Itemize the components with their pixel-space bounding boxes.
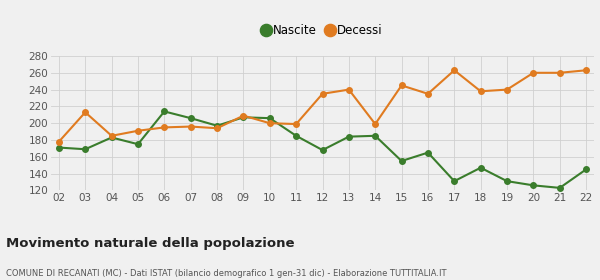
Nascite [583,168,590,171]
Decessi [556,71,563,74]
Nascite [266,116,274,120]
Decessi [583,69,590,72]
Decessi [134,129,142,132]
Nascite [187,116,194,120]
Line: Nascite: Nascite [56,109,589,191]
Nascite [161,110,168,113]
Text: COMUNE DI RECANATI (MC) - Dati ISTAT (bilancio demografico 1 gen-31 dic) - Elabo: COMUNE DI RECANATI (MC) - Dati ISTAT (bi… [6,269,446,278]
Nascite [556,186,563,190]
Decessi [161,126,168,129]
Decessi [55,140,62,143]
Nascite [55,146,62,149]
Decessi [293,122,300,126]
Nascite [477,166,484,169]
Nascite [293,134,300,137]
Decessi [477,90,484,93]
Decessi [398,84,405,87]
Nascite [451,179,458,183]
Nascite [108,136,115,139]
Decessi [187,125,194,128]
Line: Decessi: Decessi [56,67,589,144]
Nascite [319,148,326,152]
Nascite [345,135,352,138]
Nascite [82,148,89,151]
Legend: Nascite, Decessi: Nascite, Decessi [262,24,383,37]
Decessi [82,111,89,114]
Nascite [530,184,537,187]
Decessi [424,92,431,95]
Nascite [424,151,431,154]
Decessi [266,122,274,125]
Decessi [108,134,115,137]
Decessi [503,88,511,91]
Nascite [134,143,142,146]
Nascite [240,116,247,119]
Nascite [371,134,379,137]
Decessi [530,71,537,74]
Nascite [398,159,405,163]
Nascite [503,179,511,183]
Decessi [371,122,379,126]
Decessi [345,88,352,91]
Decessi [240,114,247,117]
Decessi [319,92,326,95]
Decessi [451,69,458,72]
Text: Movimento naturale della popolazione: Movimento naturale della popolazione [6,237,295,249]
Decessi [214,127,221,130]
Nascite [214,124,221,127]
